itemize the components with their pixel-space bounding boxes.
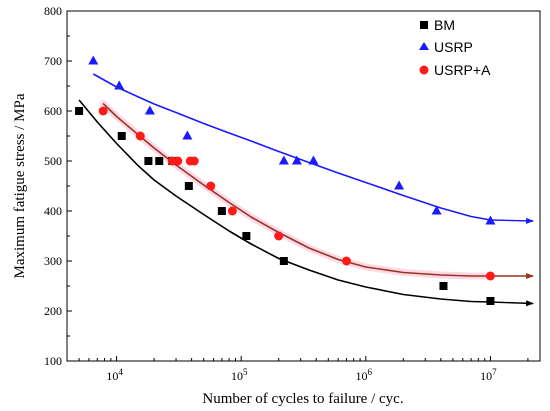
fit-curve-usrp bbox=[92, 73, 491, 221]
fit-curves bbox=[78, 73, 535, 307]
y-tick-label: 800 bbox=[44, 4, 62, 18]
point-usrp bbox=[114, 80, 125, 90]
point-usrp bbox=[278, 155, 289, 165]
legend-marker-usrp bbox=[419, 42, 429, 50]
point-usrp bbox=[144, 105, 155, 115]
data-points bbox=[75, 55, 496, 305]
x-tick-label: 106 bbox=[356, 367, 373, 383]
x-axis-label: Number of cycles to failure / cyc. bbox=[202, 391, 403, 407]
point-bm bbox=[279, 257, 288, 265]
point-usrp bbox=[88, 55, 99, 65]
point-bm bbox=[117, 132, 126, 140]
point-bm bbox=[155, 157, 164, 165]
point-usrpa bbox=[189, 156, 199, 166]
fit-curve-usrpa bbox=[102, 102, 491, 277]
legend-label-usrpa: USRP+A bbox=[434, 62, 491, 78]
point-bm bbox=[144, 157, 153, 165]
y-tick-label: 200 bbox=[44, 304, 62, 318]
y-tick-label: 300 bbox=[44, 254, 62, 268]
legend-label-usrp: USRP bbox=[434, 39, 473, 55]
legend-marker-bm bbox=[420, 21, 428, 29]
fit-curve-bm bbox=[78, 99, 491, 303]
point-usrpa bbox=[98, 106, 108, 116]
fit-band-usrpa bbox=[99, 100, 494, 280]
point-usrp bbox=[394, 180, 405, 190]
x-tick-label: 105 bbox=[231, 367, 248, 383]
x-tick-label: 104 bbox=[106, 367, 123, 383]
point-usrp bbox=[182, 130, 193, 140]
point-usrp bbox=[308, 155, 319, 165]
runout-arrow-bm bbox=[490, 300, 535, 307]
runout-arrow-usrp bbox=[490, 217, 535, 224]
y-tick-label: 500 bbox=[44, 154, 62, 168]
y-tick-label: 700 bbox=[44, 54, 62, 68]
y-tick-label: 100 bbox=[44, 354, 62, 368]
point-usrpa bbox=[485, 271, 495, 281]
y-tick-label: 400 bbox=[44, 204, 62, 218]
point-bm bbox=[439, 282, 448, 290]
point-usrpa bbox=[227, 206, 237, 216]
point-usrpa bbox=[173, 156, 183, 166]
point-bm bbox=[217, 207, 226, 215]
point-usrp bbox=[485, 215, 496, 225]
point-usrp bbox=[431, 205, 442, 215]
x-tick-label: 107 bbox=[480, 367, 497, 383]
legend-label-bm: BM bbox=[434, 17, 455, 33]
point-bm bbox=[75, 107, 84, 115]
point-usrp bbox=[291, 155, 302, 165]
point-usrpa bbox=[274, 231, 284, 241]
legend: BM USRP USRP+A bbox=[419, 17, 491, 78]
point-bm bbox=[486, 297, 495, 305]
point-bm bbox=[184, 182, 193, 190]
y-axis-label: Maximum fatigue stress / MPa bbox=[12, 93, 28, 278]
point-bm bbox=[242, 232, 251, 240]
axis-ticks: 100 200 300 400 500 600 700 800 104 105 106 107 bbox=[44, 4, 529, 383]
y-tick-label: 600 bbox=[44, 104, 62, 118]
legend-marker-usrpa bbox=[419, 65, 429, 75]
point-usrpa bbox=[342, 256, 352, 266]
point-usrpa bbox=[206, 181, 216, 191]
point-usrpa bbox=[135, 131, 145, 141]
